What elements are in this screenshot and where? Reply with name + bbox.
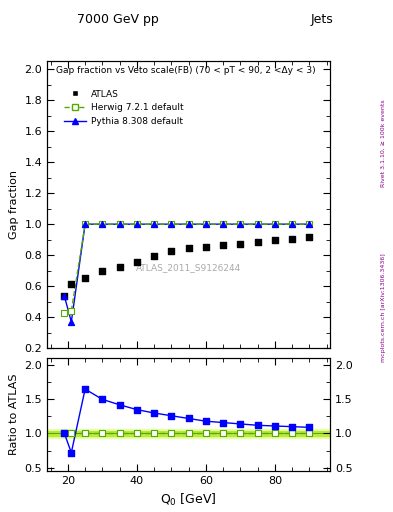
Point (255, 421, 261, 430)
Point (272, 237, 278, 245)
Y-axis label: Gap fraction: Gap fraction (9, 170, 19, 239)
Point (134, 430, 140, 438)
Point (185, 430, 192, 438)
Point (306, 220, 312, 228)
Point (151, 220, 157, 228)
Point (185, 220, 192, 228)
Point (203, 220, 209, 228)
X-axis label: Q$_0$ [GeV]: Q$_0$ [GeV] (160, 492, 217, 507)
Point (306, 220, 312, 228)
Point (168, 220, 174, 228)
Point (168, 220, 174, 228)
Point (306, 423, 312, 432)
Point (82, 220, 88, 228)
Point (151, 409, 157, 417)
Point (82, 430, 88, 438)
Text: 7000 GeV pp: 7000 GeV pp (77, 13, 159, 26)
Point (255, 220, 261, 228)
Point (134, 406, 140, 414)
Point (99, 220, 105, 228)
Point (203, 417, 209, 425)
Point (61, 308, 68, 316)
Point (237, 220, 244, 228)
Point (220, 241, 226, 249)
Text: Gap fraction vs Veto scale(FB) (70 < pT < 90, 2 <Δy < 3): Gap fraction vs Veto scale(FB) (70 < pT … (56, 66, 315, 75)
Y-axis label: Ratio to ATLAS: Ratio to ATLAS (9, 374, 19, 456)
Point (185, 414, 192, 422)
Text: ATLAS_2011_S9126244: ATLAS_2011_S9126244 (136, 263, 241, 272)
Point (168, 247, 174, 255)
Point (82, 273, 88, 282)
Point (151, 220, 157, 228)
Point (168, 430, 174, 438)
Point (185, 220, 192, 228)
Point (220, 430, 226, 438)
Point (61, 292, 68, 301)
Point (272, 220, 278, 228)
Point (134, 220, 140, 228)
Point (151, 252, 157, 260)
Point (68, 307, 74, 315)
Point (237, 220, 244, 228)
Point (116, 401, 123, 409)
Point (289, 430, 295, 438)
Point (82, 220, 88, 228)
Point (203, 220, 209, 228)
Point (289, 422, 295, 431)
Point (151, 430, 157, 438)
Bar (47, 429, 330, 438)
Point (116, 430, 123, 438)
Point (255, 238, 261, 246)
Point (68, 430, 74, 438)
Text: Jets: Jets (311, 13, 334, 26)
Point (61, 430, 68, 438)
Text: Rivet 3.1.10, ≥ 100k events: Rivet 3.1.10, ≥ 100k events (381, 99, 386, 187)
Point (99, 267, 105, 275)
Point (306, 430, 312, 438)
Point (272, 220, 278, 228)
Point (68, 449, 74, 457)
Point (82, 385, 88, 393)
Point (203, 243, 209, 251)
Point (289, 220, 295, 228)
Point (61, 292, 68, 301)
Point (289, 235, 295, 243)
Point (99, 395, 105, 403)
Text: mcplots.cern.ch [arXiv:1306.3436]: mcplots.cern.ch [arXiv:1306.3436] (381, 253, 386, 361)
Point (185, 244, 192, 252)
Point (68, 318, 74, 326)
Point (116, 220, 123, 228)
Point (134, 220, 140, 228)
Point (306, 232, 312, 241)
Point (168, 412, 174, 420)
Bar (47, 432, 330, 436)
Point (220, 220, 226, 228)
Point (237, 240, 244, 248)
Point (289, 220, 295, 228)
Point (68, 280, 74, 288)
Point (272, 430, 278, 438)
Point (99, 220, 105, 228)
Point (272, 422, 278, 430)
Point (99, 430, 105, 438)
Point (220, 418, 226, 426)
Point (134, 258, 140, 266)
Point (237, 430, 244, 438)
Point (116, 263, 123, 271)
Point (61, 430, 68, 438)
Point (203, 430, 209, 438)
Point (220, 220, 226, 228)
Legend: ATLAS, Herwig 7.2.1 default, Pythia 8.308 default: ATLAS, Herwig 7.2.1 default, Pythia 8.30… (60, 86, 187, 129)
Point (255, 430, 261, 438)
Point (255, 220, 261, 228)
Point (116, 220, 123, 228)
Point (237, 420, 244, 428)
